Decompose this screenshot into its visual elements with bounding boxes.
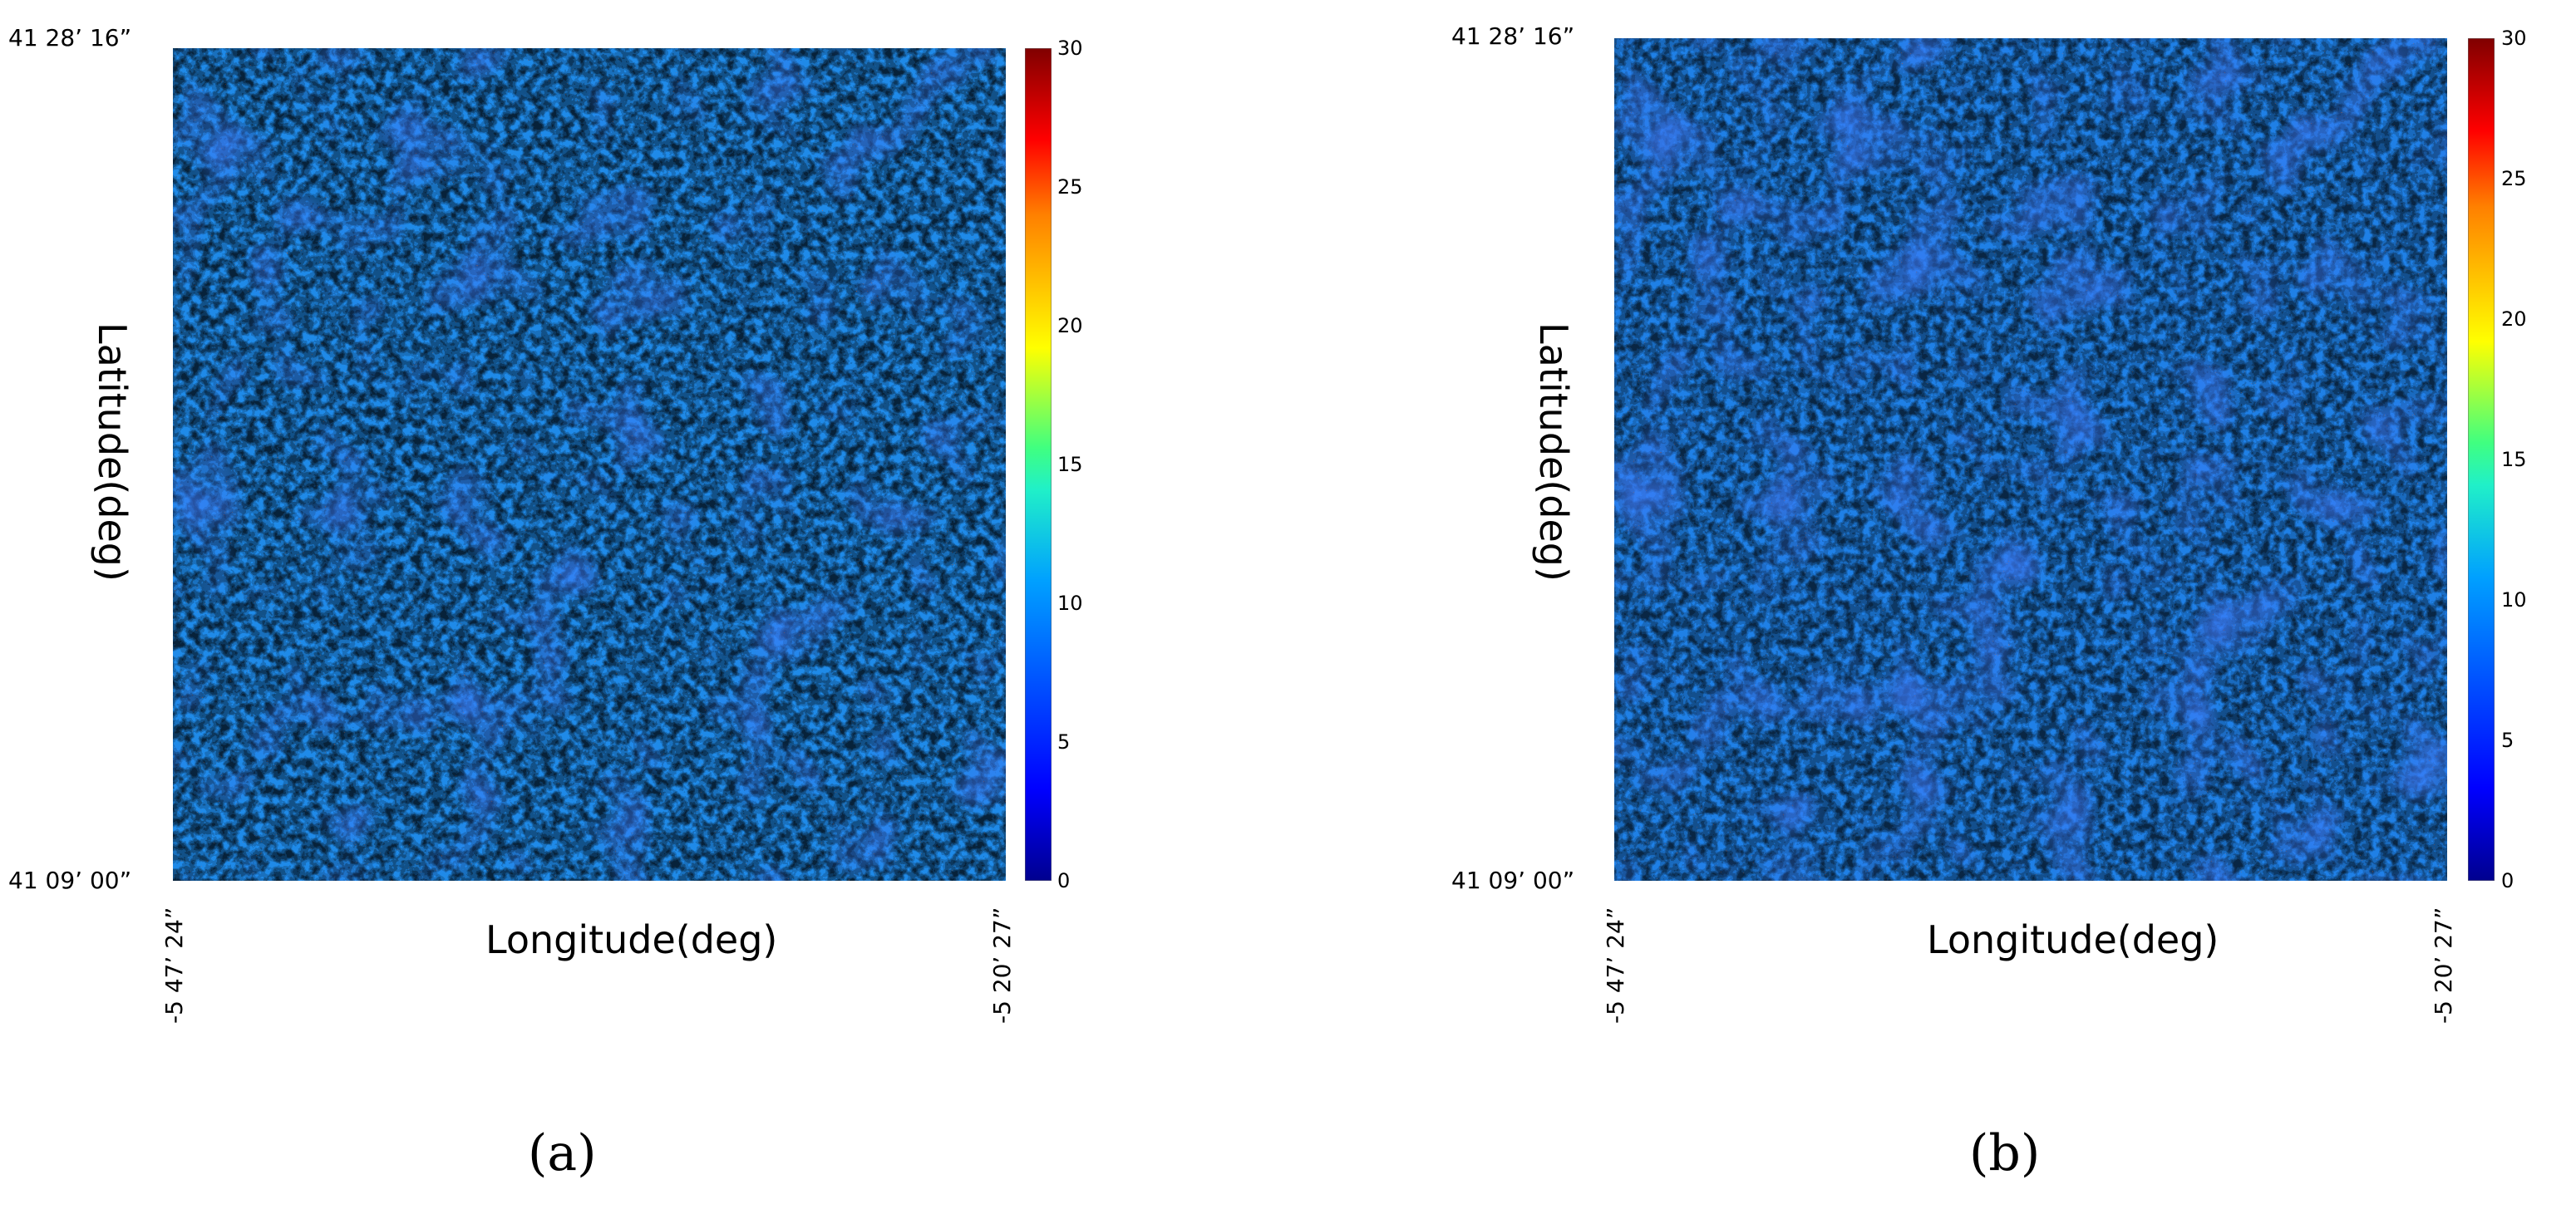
raster-map <box>173 48 1006 881</box>
x-axis-title: Longitude(deg) <box>1927 917 2219 962</box>
colorbar-tick: 30 <box>1057 37 1083 60</box>
panel-caption: (b) <box>1969 1124 2041 1182</box>
panel-a: 30 25 20 15 10 5 0 41 28’ 16” 41 09’ 00”… <box>8 24 1083 1182</box>
lon-right-label: -5 20’ 27” <box>2430 907 2457 1024</box>
colorbar-tick: 30 <box>2501 27 2527 50</box>
colorbar <box>2468 38 2495 881</box>
colorbar <box>1025 48 1052 881</box>
colorbar-tick: 25 <box>1057 175 1083 199</box>
colorbar-tick: 20 <box>1057 314 1083 337</box>
colorbar-tick: 0 <box>2501 869 2514 892</box>
colorbar-tick: 15 <box>2501 448 2527 471</box>
lat-bottom-label: 41 09’ 00” <box>1451 867 1575 894</box>
colorbar-tick: 15 <box>1057 453 1083 476</box>
panel-caption: (a) <box>528 1124 597 1182</box>
colorbar-tick: 5 <box>1057 730 1071 754</box>
y-axis-title: Latitude(deg) <box>1531 322 1576 582</box>
colorbar-tick: 10 <box>1057 592 1083 615</box>
lon-left-label: -5 47’ 24” <box>160 907 188 1024</box>
lon-left-label: -5 47’ 24” <box>1602 907 1629 1024</box>
colorbar-tick: 5 <box>2501 729 2514 752</box>
y-axis-title: Latitude(deg) <box>90 322 135 582</box>
lat-top-label: 41 28’ 16” <box>8 24 132 52</box>
colorbar-tick: 0 <box>1057 869 1071 892</box>
colorbar-tick: 25 <box>2501 167 2527 190</box>
panel-b: 30 25 20 15 10 5 0 41 28’ 16” 41 09’ 00”… <box>1288 0 2575 1209</box>
colorbar-tick: 20 <box>2501 307 2527 331</box>
colorbar-tick: 10 <box>2501 588 2527 612</box>
lat-top-label: 41 28’ 16” <box>1451 22 1575 50</box>
raster-map <box>1614 38 2447 881</box>
lon-right-label: -5 20’ 27” <box>988 907 1016 1024</box>
lat-bottom-label: 41 09’ 00” <box>8 867 132 894</box>
x-axis-title: Longitude(deg) <box>485 917 778 962</box>
